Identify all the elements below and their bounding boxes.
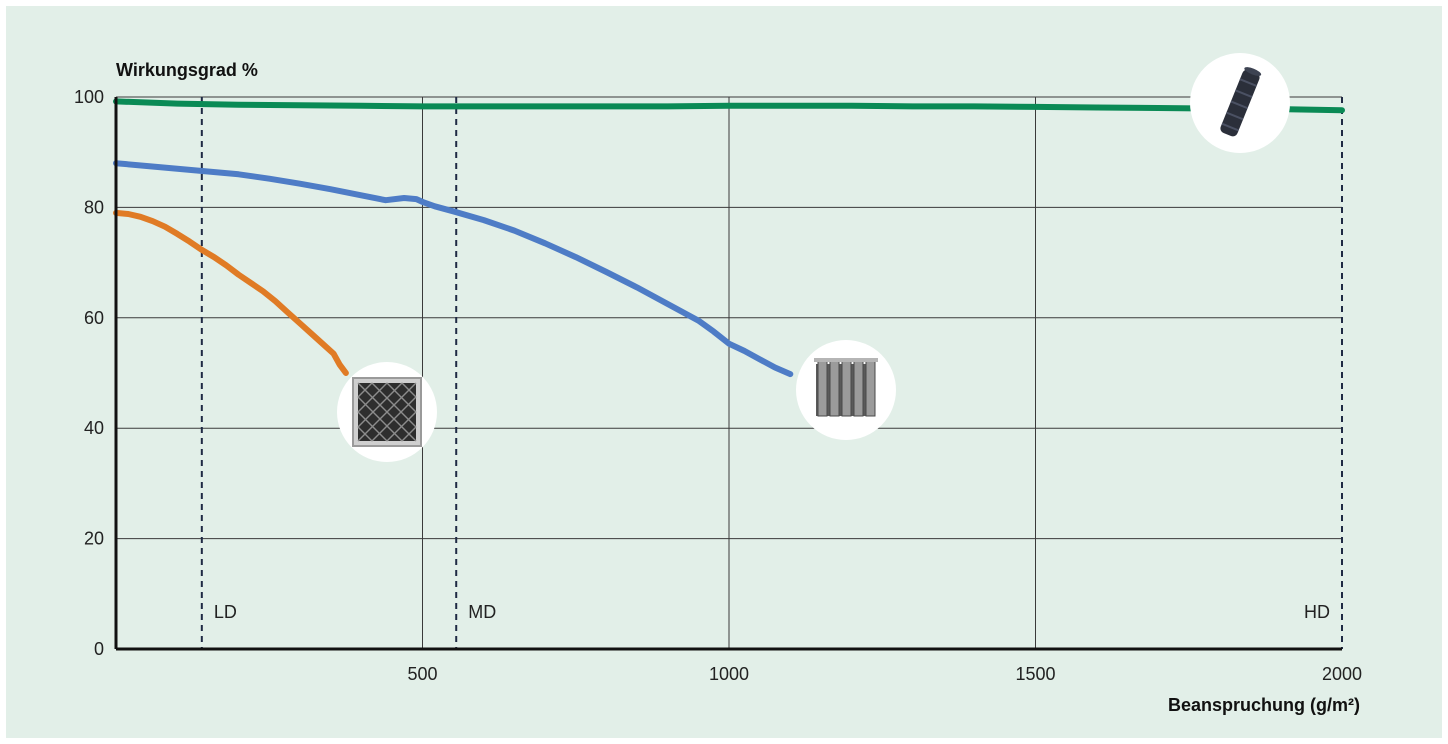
y-tick-label: 20 [84, 529, 104, 549]
zone-label-hd: HD [1304, 602, 1330, 622]
series-line-2 [113, 160, 794, 378]
y-axis-title: Wirkungsgrad % [116, 60, 258, 80]
x-axis-title: Beanspruchung (g/m²) [1168, 695, 1360, 715]
y-tick-label: 100 [74, 87, 104, 107]
axes [114, 97, 1342, 651]
y-tick-label: 0 [94, 639, 104, 659]
series-line-1 [113, 209, 349, 376]
cartridge-filter-icon [1190, 53, 1290, 153]
bag-filter-icon [796, 340, 896, 440]
y-tick-label: 60 [84, 308, 104, 328]
panel-filter-icon [337, 362, 437, 462]
series-line-3 [113, 98, 1345, 114]
x-tick-label: 2000 [1322, 664, 1362, 684]
chart-panel: LD MD HD 0 20 40 60 80 100 500 1000 1500 2000 Wirk… [6, 6, 1442, 738]
y-tick-label: 40 [84, 418, 104, 438]
grid-lines [116, 96, 1342, 649]
x-tick-labels: 500 1000 1500 2000 [407, 664, 1362, 684]
efficiency-chart: LD MD HD 0 20 40 60 80 100 500 1000 1500 2000 Wirk… [6, 6, 1442, 738]
x-tick-label: 500 [407, 664, 437, 684]
series-lines [113, 98, 1345, 378]
x-tick-label: 1500 [1015, 664, 1055, 684]
y-tick-labels: 0 20 40 60 80 100 [74, 87, 104, 659]
y-tick-label: 80 [84, 197, 104, 217]
zone-lines: LD MD HD [200, 97, 1343, 649]
zone-label-ld: LD [214, 602, 237, 622]
zone-label-md: MD [468, 602, 496, 622]
x-tick-label: 1000 [709, 664, 749, 684]
